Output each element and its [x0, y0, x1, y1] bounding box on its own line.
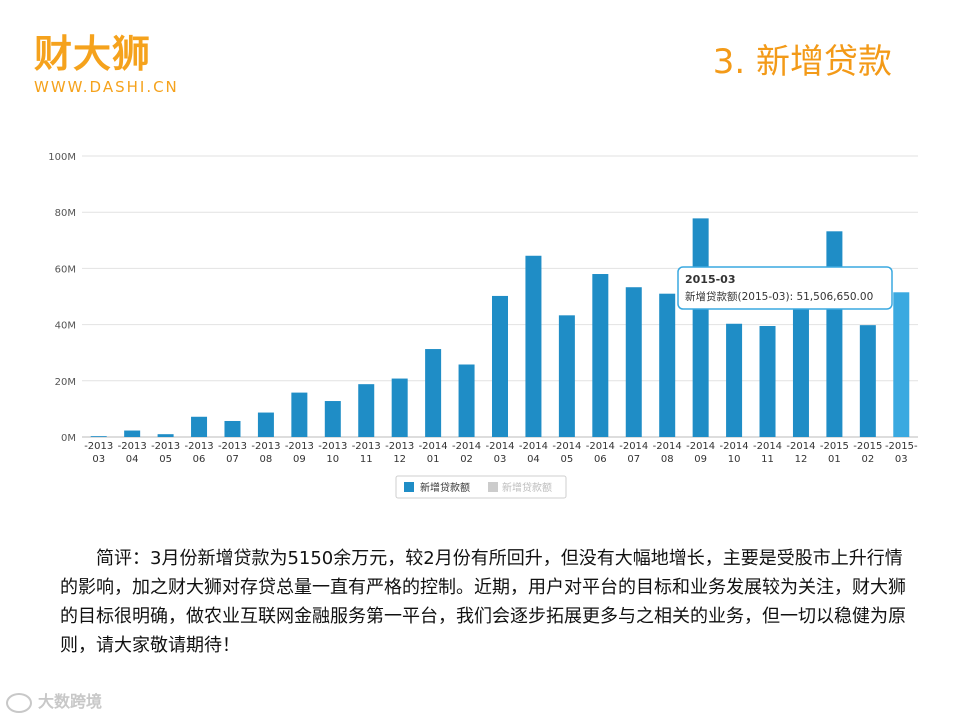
- bar: [659, 293, 676, 437]
- x-tick-label: -2013: [352, 441, 381, 452]
- bar: [324, 401, 341, 437]
- x-tick-label: -2014: [786, 441, 815, 452]
- x-tick-label: 11: [761, 454, 774, 465]
- x-tick-label: -2013: [385, 441, 414, 452]
- bar: [525, 255, 542, 437]
- x-tick-label: -2014: [419, 441, 448, 452]
- x-tick-label: 04: [126, 454, 139, 465]
- x-tick-label: -2015-: [885, 441, 918, 452]
- x-tick-label: 02: [861, 454, 874, 465]
- x-tick-label: -2014: [753, 441, 782, 452]
- x-tick-label: 10: [326, 454, 339, 465]
- bar: [759, 326, 776, 437]
- x-tick-label: -2015: [853, 441, 882, 452]
- legend-label: 新增贷款额: [502, 481, 552, 494]
- logo: 财大狮 WWW.DASHI.CN: [34, 32, 179, 96]
- bar: [191, 416, 208, 437]
- watermark: 大数跨境: [6, 688, 102, 713]
- x-tick-label: 05: [561, 454, 574, 465]
- bar: [492, 295, 508, 437]
- bar: [291, 392, 308, 437]
- bar: [558, 315, 575, 437]
- bar: [157, 434, 174, 437]
- x-tick-label: 06: [594, 454, 607, 465]
- x-tick-label: -2013: [285, 441, 314, 452]
- bar: [592, 274, 609, 437]
- bar: [726, 323, 743, 437]
- watermark-icon: [6, 692, 32, 713]
- x-tick-label: 08: [661, 454, 674, 465]
- x-tick-label: -2014: [586, 441, 615, 452]
- bar: [826, 231, 843, 437]
- x-tick-label: -2013: [84, 441, 113, 452]
- comment-paragraph: 简评：3月份新增贷款为5150余万元，较2月份有所回升，但没有大幅地增长，主要是…: [60, 548, 906, 656]
- x-tick-label: -2014: [686, 441, 715, 452]
- x-tick-label: -2015: [820, 441, 849, 452]
- x-tick-label: 08: [260, 454, 273, 465]
- bar: [358, 384, 375, 437]
- bar: [391, 378, 408, 437]
- x-tick-label: -2014: [653, 441, 682, 452]
- bar: [224, 420, 241, 437]
- watermark-text: 大数跨境: [38, 692, 103, 711]
- y-tick-label: 0M: [61, 433, 76, 444]
- x-tick-label: 03: [895, 454, 908, 465]
- x-tick-label: -2014: [485, 441, 514, 452]
- x-tick-label: -2014: [619, 441, 648, 452]
- y-tick-label: 20M: [55, 377, 76, 388]
- x-tick-label: 04: [527, 454, 540, 465]
- bar-chart: 0M 20M 40M 60M 80M 100M -2013 03 -2013 04 -2013 05 -…: [48, 152, 918, 499]
- legend-swatch: [404, 482, 414, 492]
- tooltip-box: [677, 266, 893, 310]
- tooltip-value: 新增贷款额(2015-03): 51,506,650.00: [685, 290, 873, 303]
- x-tick-label: 10: [728, 454, 741, 465]
- legend-label: 新增贷款额: [420, 481, 470, 494]
- x-tick-label: -2013: [151, 441, 180, 452]
- x-tick-label: -2014: [720, 441, 749, 452]
- y-tick-label: 100M: [48, 152, 76, 163]
- bar: [458, 364, 475, 437]
- x-tick-label: -2013: [118, 441, 147, 452]
- bar: [90, 436, 107, 437]
- x-tick-label: -2014: [552, 441, 581, 452]
- x-tick-label: -2013: [251, 441, 280, 452]
- y-tick-label: 80M: [55, 208, 76, 219]
- x-tick-label: 06: [193, 454, 206, 465]
- x-tick-label: 07: [226, 454, 239, 465]
- logo-url: WWW.DASHI.CN: [34, 78, 179, 96]
- x-tick-label: 01: [427, 454, 440, 465]
- x-tick-label: 07: [627, 454, 640, 465]
- bar: [124, 430, 141, 437]
- x-tick-label: 11: [360, 454, 373, 465]
- x-tick-label: 03: [92, 454, 105, 465]
- slide-title: 3. 新增贷款: [712, 42, 892, 82]
- bar: [425, 349, 442, 437]
- legend-swatch: [488, 482, 498, 492]
- logo-brand: 财大狮: [34, 32, 152, 76]
- x-tick-label: -2013: [185, 441, 214, 452]
- x-tick-label: 12: [795, 454, 808, 465]
- x-tick-label: -2014: [452, 441, 481, 452]
- legend: [395, 475, 567, 499]
- y-tick-label: 40M: [55, 321, 76, 332]
- bar: [257, 412, 274, 437]
- x-tick-label: 09: [293, 454, 306, 465]
- x-tick-label: -2013: [318, 441, 347, 452]
- x-tick-label: 05: [159, 454, 172, 465]
- x-tick-label: -2013: [218, 441, 247, 452]
- bar: [625, 287, 642, 437]
- y-tick-label: 60M: [55, 264, 76, 275]
- x-tick-label: 01: [828, 454, 841, 465]
- bar: [692, 218, 709, 437]
- bar: [859, 325, 876, 437]
- bar: [893, 292, 910, 437]
- x-tick-label: 03: [494, 454, 507, 465]
- tooltip-title: 2015-03: [685, 273, 736, 286]
- bar: [792, 275, 809, 437]
- x-tick-label: 12: [393, 454, 406, 465]
- x-tick-label: -2014: [519, 441, 548, 452]
- x-tick-label: 09: [694, 454, 707, 465]
- x-tick-label: 02: [460, 454, 473, 465]
